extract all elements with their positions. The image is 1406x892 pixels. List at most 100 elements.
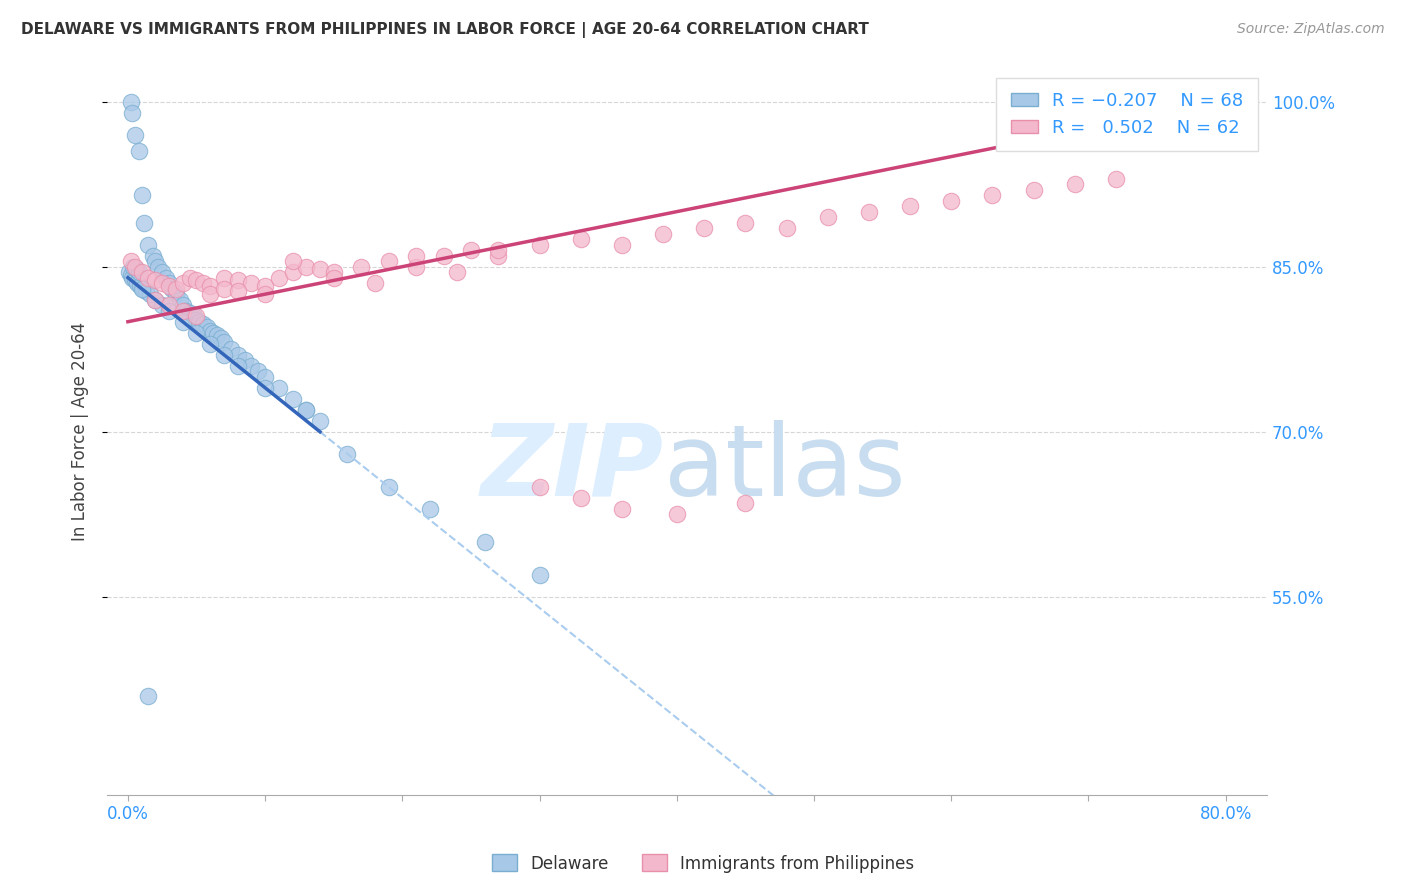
Point [377,254,399,268]
Point [817,210,839,224]
Point [186,312,208,326]
Point [172,276,194,290]
Point [281,392,304,406]
Point [125,261,148,276]
Point [143,254,166,268]
Point [1022,183,1045,197]
Point [734,216,756,230]
Point [267,270,290,285]
Point [336,447,359,461]
Point [610,237,633,252]
Point [157,276,180,290]
Point [212,348,235,362]
Point [309,414,332,428]
Point [432,249,454,263]
Point [174,303,197,318]
Point [295,402,318,417]
Point [121,105,143,120]
Point [150,276,173,290]
Point [139,287,162,301]
Point [193,276,215,290]
Point [309,261,332,276]
Point [486,249,509,263]
Point [322,265,344,279]
Point [157,279,180,293]
Point [120,268,142,283]
Point [569,232,592,246]
Point [1063,177,1085,191]
Point [295,260,318,274]
Point [128,144,150,158]
Point [610,501,633,516]
Legend: Delaware, Immigrants from Philippines: Delaware, Immigrants from Philippines [485,847,921,880]
Point [254,369,277,384]
Point [212,334,235,349]
Point [281,254,304,268]
Point [652,227,675,241]
Point [693,221,716,235]
Point [529,237,551,252]
Point [529,568,551,582]
Point [131,282,153,296]
Point [405,260,427,274]
Point [193,317,215,331]
Y-axis label: In Labor Force | Age 20-64: In Labor Force | Age 20-64 [72,322,89,541]
Point [226,284,249,298]
Point [665,508,688,522]
Point [160,282,183,296]
Text: Source: ZipAtlas.com: Source: ZipAtlas.com [1237,22,1385,37]
Point [240,276,263,290]
Point [172,315,194,329]
Legend: R = −0.207    N = 68, R =   0.502    N = 62: R = −0.207 N = 68, R = 0.502 N = 62 [997,78,1258,152]
Point [132,282,155,296]
Point [121,270,143,285]
Point [205,327,228,342]
Point [131,188,153,202]
Point [775,221,797,235]
Point [138,689,160,703]
Point [233,353,256,368]
Point [127,276,149,290]
Point [377,480,399,494]
Text: ZIP: ZIP [481,419,664,516]
Point [200,287,222,301]
Point [169,293,191,307]
Point [122,260,145,274]
Point [941,194,963,208]
Point [200,336,222,351]
Point [150,265,173,279]
Point [142,249,165,263]
Point [200,324,222,338]
Point [150,298,173,312]
Point [165,282,187,296]
Point [172,303,194,318]
Point [172,298,194,312]
Point [212,282,235,296]
Point [138,237,160,252]
Point [529,480,551,494]
Point [212,270,235,285]
Point [295,402,318,417]
Point [146,260,169,274]
Point [734,496,756,510]
Point [201,326,224,340]
Point [460,243,482,257]
Point [134,216,156,230]
Point [197,320,219,334]
Point [405,249,427,263]
Point [131,265,153,279]
Point [281,265,304,279]
Point [179,270,201,285]
Point [118,265,141,279]
Point [474,534,496,549]
Point [898,199,921,213]
Point [254,287,277,301]
Point [165,287,187,301]
Point [128,265,150,279]
Point [209,331,232,345]
Point [124,128,146,142]
Point [322,270,344,285]
Point [350,260,373,274]
Point [858,204,880,219]
Point [247,364,270,378]
